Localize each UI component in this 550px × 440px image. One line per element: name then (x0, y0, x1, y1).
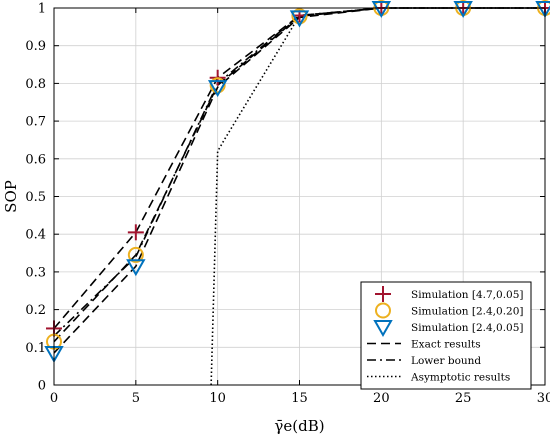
y-tick-label: 0.7 (25, 115, 46, 130)
x-tick-label: 0 (50, 391, 58, 406)
plot-frame (53, 7, 546, 386)
legend-label: Exact results (411, 339, 481, 351)
legend-box (360, 281, 532, 390)
y-tick-label: 0.8 (25, 77, 46, 92)
data-point-series-2 (289, 10, 310, 28)
x-tick-label: 20 (373, 391, 390, 406)
y-tick-label: 0 (38, 379, 46, 394)
data-point-series-1 (291, 8, 308, 25)
y-tick-label: 0.9 (25, 39, 46, 54)
data-point-series-2 (207, 80, 228, 98)
data-point-series-1 (209, 77, 226, 94)
y-axis-label: SOP (2, 180, 20, 213)
x-axis-label: γ̄e(dB) (274, 417, 324, 435)
y-tick-label: 0.4 (25, 228, 46, 243)
legend-label: Asymptotic results (410, 372, 510, 384)
legend-swatch (375, 302, 391, 319)
y-tick-labels: 0 0.1 0.2 0.3 0.4 0.5 0.6 0.7 0.8 0.9 1 (25, 2, 46, 394)
legend-label: Lower bound (411, 355, 481, 367)
y-tick-label: 0.2 (25, 303, 46, 318)
legend-label: Simulation [2.4,0.05] (411, 322, 524, 334)
data-point-series-2 (535, 0, 550, 19)
y-tick-label: 1 (38, 2, 46, 17)
x-tick-label: 30 (537, 391, 550, 406)
data-point-series-2 (126, 259, 146, 277)
data-point-series-2 (371, 0, 392, 19)
data-point-series-0 (127, 224, 144, 241)
y-tick-label: 0.5 (25, 190, 46, 205)
x-tick-label: 10 (209, 391, 226, 406)
x-tick-label: 15 (291, 391, 308, 406)
x-tick-labels: 0 5 10 15 20 25 30 (50, 391, 550, 406)
x-tick-label: 5 (132, 391, 140, 406)
data-point-series-2 (453, 0, 473, 19)
x-tick-label: 25 (455, 391, 472, 406)
y-tick-label: 0.1 (25, 341, 46, 356)
y-tick-label: 0.6 (25, 152, 46, 167)
data-point-series-1 (127, 246, 144, 263)
legend-swatch (375, 286, 391, 302)
legend-swatch (373, 320, 393, 338)
legend: Simulation [4.7,0.05] Simulation [2.4,0.2… (360, 281, 532, 390)
y-tick-label: 0.3 (25, 265, 46, 280)
legend-label: Simulation [2.4,0.20] (411, 306, 524, 318)
legend-label: Simulation [4.7,0.05] (411, 289, 524, 301)
